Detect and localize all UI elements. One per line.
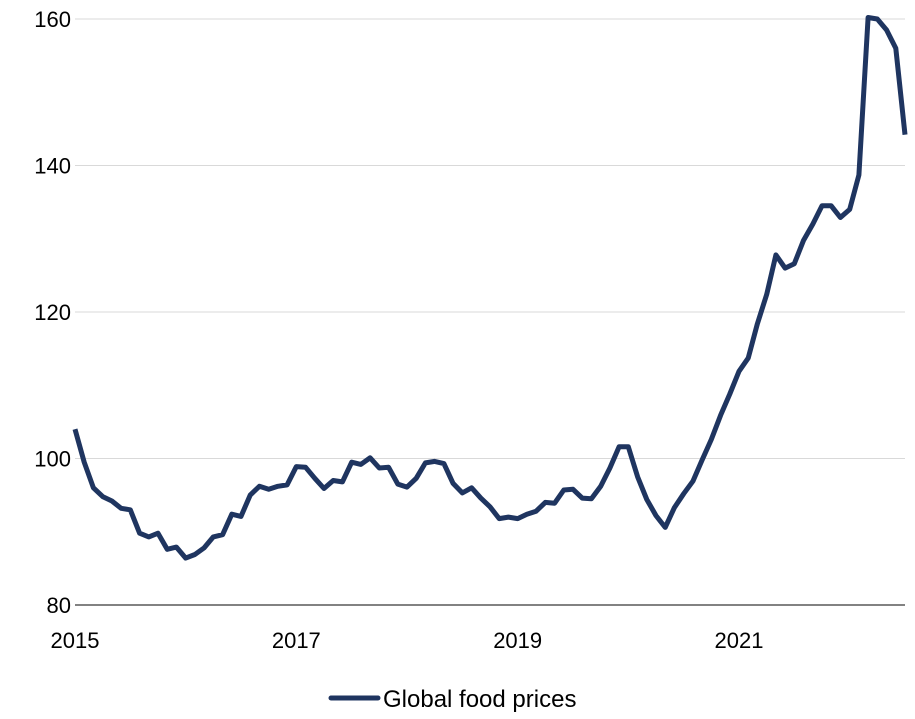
legend-label-global-food-prices: Global food prices	[383, 686, 576, 713]
y-tick-label-160: 160	[34, 7, 71, 32]
y-tick-label-100: 100	[34, 447, 71, 472]
legend: Global food prices	[328, 686, 576, 713]
x-tick-label-2015: 2015	[51, 628, 100, 653]
y-tick-label-140: 140	[34, 154, 71, 179]
y-tick-label-120: 120	[34, 300, 71, 325]
gridlines	[75, 18, 905, 459]
y-tick-labels: 80 100 120 140 160	[34, 7, 71, 618]
x-tick-label-2017: 2017	[272, 628, 321, 653]
series-layer	[72, 15, 908, 561]
x-tick-label-2019: 2019	[493, 628, 542, 653]
series-line-global-food-prices	[72, 15, 908, 561]
x-tick-labels: 2015 2017 2019 2021	[51, 628, 764, 653]
x-tick-label-2021: 2021	[715, 628, 764, 653]
y-tick-label-80: 80	[47, 593, 71, 618]
